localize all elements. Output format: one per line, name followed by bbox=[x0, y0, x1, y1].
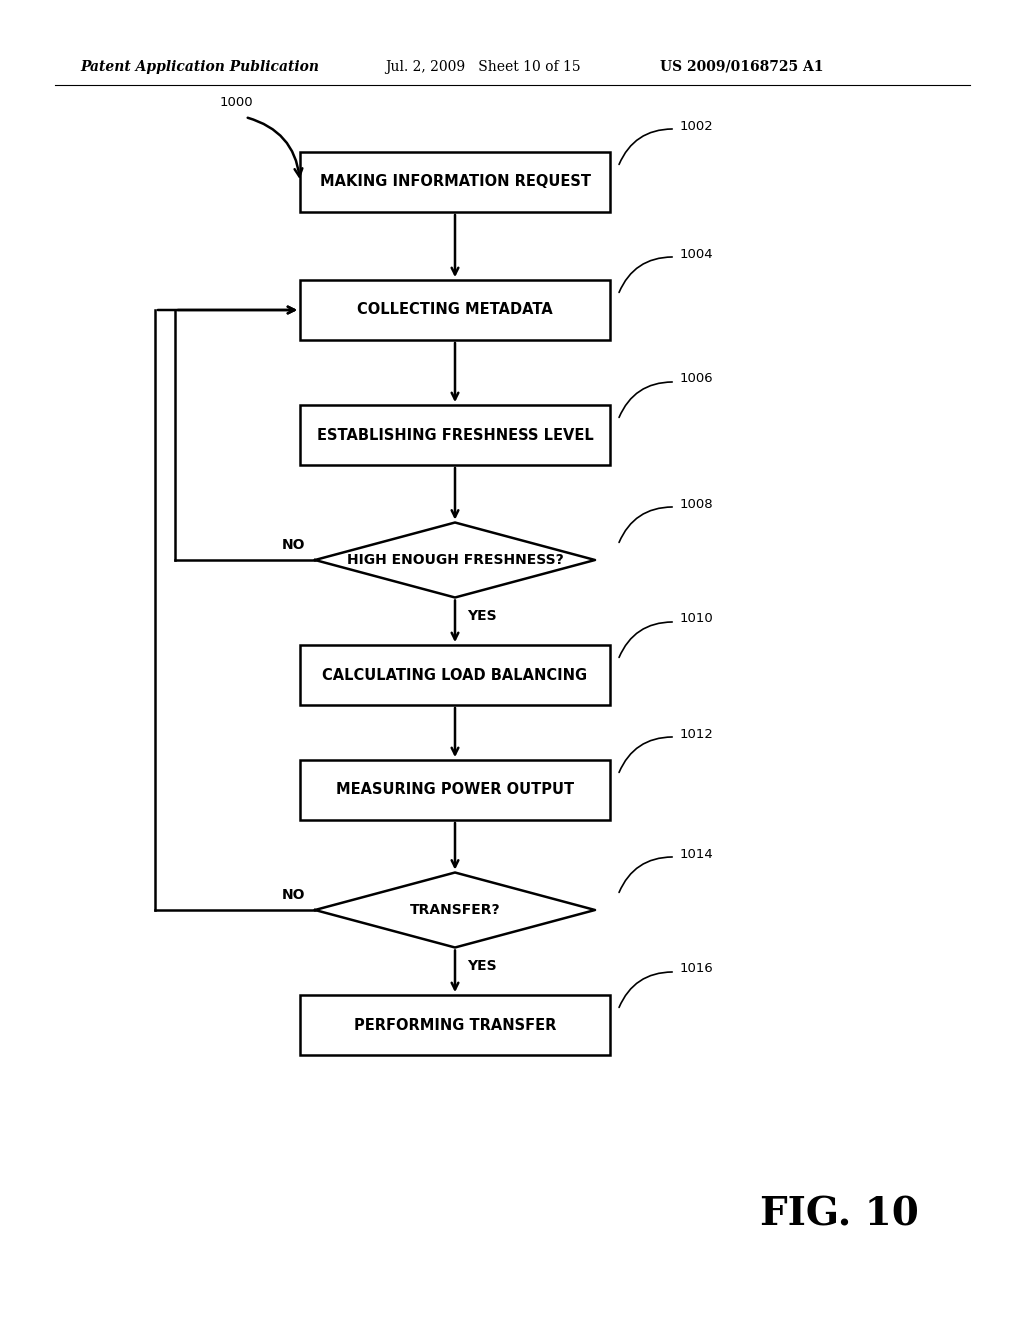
Text: YES: YES bbox=[467, 958, 497, 973]
Text: Patent Application Publication: Patent Application Publication bbox=[80, 59, 319, 74]
Text: HIGH ENOUGH FRESHNESS?: HIGH ENOUGH FRESHNESS? bbox=[347, 553, 563, 568]
Polygon shape bbox=[315, 523, 595, 598]
Text: 1000: 1000 bbox=[220, 95, 254, 108]
Text: ESTABLISHING FRESHNESS LEVEL: ESTABLISHING FRESHNESS LEVEL bbox=[316, 428, 593, 442]
Text: COLLECTING METADATA: COLLECTING METADATA bbox=[357, 302, 553, 318]
Bar bbox=[300, 995, 610, 1055]
Text: MEASURING POWER OUTPUT: MEASURING POWER OUTPUT bbox=[336, 783, 574, 797]
Text: 1006: 1006 bbox=[680, 372, 714, 385]
Bar bbox=[300, 405, 610, 465]
Text: MAKING INFORMATION REQUEST: MAKING INFORMATION REQUEST bbox=[319, 174, 591, 190]
Polygon shape bbox=[315, 873, 595, 948]
Text: FIG. 10: FIG. 10 bbox=[760, 1196, 919, 1234]
Text: Jul. 2, 2009   Sheet 10 of 15: Jul. 2, 2009 Sheet 10 of 15 bbox=[385, 59, 581, 74]
Bar bbox=[300, 760, 610, 820]
Text: PERFORMING TRANSFER: PERFORMING TRANSFER bbox=[354, 1018, 556, 1032]
Text: 1014: 1014 bbox=[680, 847, 714, 861]
Text: 1016: 1016 bbox=[680, 962, 714, 975]
Text: 1002: 1002 bbox=[680, 120, 714, 132]
Bar bbox=[300, 280, 610, 341]
Text: 1004: 1004 bbox=[680, 248, 714, 260]
Text: TRANSFER?: TRANSFER? bbox=[410, 903, 501, 917]
Bar bbox=[300, 152, 610, 213]
Text: 1010: 1010 bbox=[680, 612, 714, 626]
Text: US 2009/0168725 A1: US 2009/0168725 A1 bbox=[660, 59, 823, 74]
Text: YES: YES bbox=[467, 609, 497, 623]
Text: NO: NO bbox=[282, 539, 305, 552]
Text: 1012: 1012 bbox=[680, 727, 714, 741]
Text: CALCULATING LOAD BALANCING: CALCULATING LOAD BALANCING bbox=[323, 668, 588, 682]
Text: 1008: 1008 bbox=[680, 498, 714, 511]
Text: NO: NO bbox=[282, 888, 305, 902]
Bar bbox=[300, 645, 610, 705]
